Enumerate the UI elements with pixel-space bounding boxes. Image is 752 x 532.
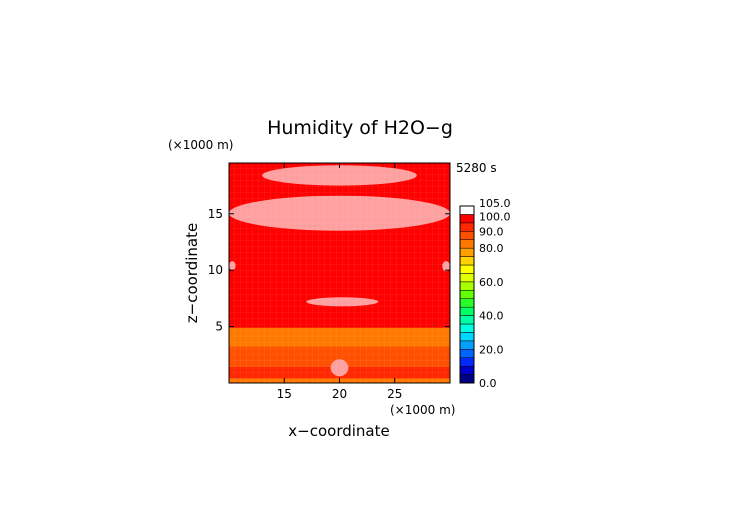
y-tick-label: 10 bbox=[208, 263, 223, 277]
colorbar-swatch bbox=[459, 273, 475, 283]
y-tick-label: 15 bbox=[208, 207, 223, 221]
colorbar-swatch bbox=[459, 222, 475, 232]
colorbar-swatch bbox=[459, 298, 475, 308]
colorbar-label: 90.0 bbox=[479, 225, 504, 238]
colorbar-swatch bbox=[459, 264, 475, 274]
colorbar-label: 20.0 bbox=[479, 343, 504, 356]
colorbar-swatch bbox=[459, 205, 475, 215]
colorbar bbox=[459, 205, 475, 384]
x-axis-label: x−coordinate bbox=[288, 422, 389, 440]
heatmap-plot bbox=[229, 163, 450, 383]
colorbar-swatch bbox=[459, 239, 475, 249]
colorbar-swatch bbox=[459, 256, 475, 266]
colorbar-swatch bbox=[459, 231, 475, 240]
colorbar-swatch bbox=[459, 323, 475, 333]
colorbar-label: 40.0 bbox=[479, 310, 504, 323]
x-axis: 15 20 25 bbox=[277, 163, 402, 401]
y-axis: 5 10 15 bbox=[208, 207, 450, 334]
time-label: 5280 s bbox=[456, 161, 497, 175]
chart-title: Humidity of H2O−g bbox=[267, 117, 453, 139]
colorbar-swatch bbox=[459, 357, 475, 367]
colorbar-swatch bbox=[459, 340, 475, 350]
colorbar-swatch bbox=[459, 315, 475, 325]
x-tick-label: 20 bbox=[332, 387, 347, 401]
x-tick-label: 15 bbox=[277, 387, 292, 401]
colorbar-label: 0.0 bbox=[479, 377, 497, 390]
colorbar-swatch bbox=[459, 365, 475, 375]
x-tick-label: 25 bbox=[387, 387, 402, 401]
colorbar-frame bbox=[459, 205, 475, 384]
colorbar-swatch bbox=[459, 290, 475, 299]
colorbar-swatch bbox=[459, 374, 475, 384]
colorbar-swatch bbox=[459, 214, 475, 224]
colorbar-label: 105.0 bbox=[479, 197, 511, 210]
colorbar-swatch bbox=[459, 281, 475, 291]
y-unit-label: (×1000 m) bbox=[168, 138, 233, 152]
y-tick-label: 5 bbox=[215, 320, 223, 334]
y-axis-label: z−coordinate bbox=[183, 223, 201, 323]
colorbar-label: 100.0 bbox=[479, 210, 511, 223]
x-unit-label: (×1000 m) bbox=[390, 403, 455, 417]
colorbar-swatch bbox=[459, 332, 475, 342]
colorbar-label: 80.0 bbox=[479, 242, 504, 255]
colorbar-swatch bbox=[459, 247, 475, 257]
colorbar-swatch bbox=[459, 349, 475, 358]
colorbar-label: 60.0 bbox=[479, 276, 504, 289]
colorbar-swatch bbox=[459, 306, 475, 316]
